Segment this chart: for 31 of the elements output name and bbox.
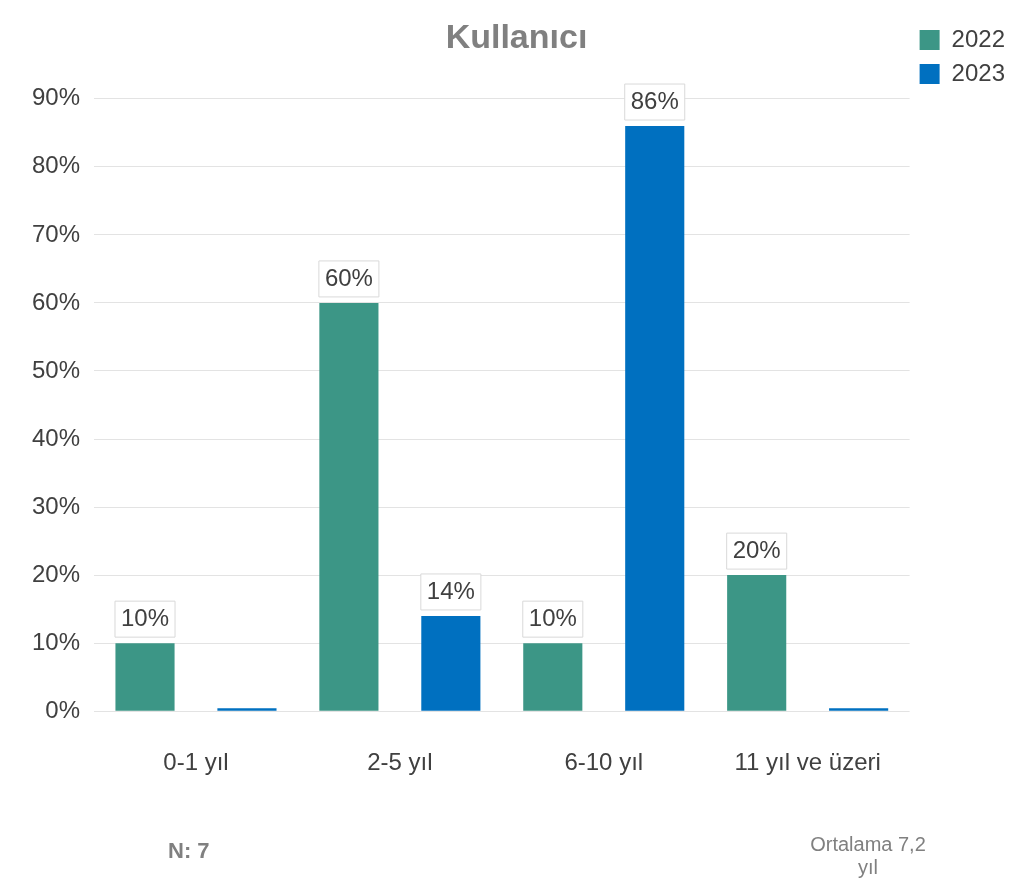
bar: [319, 302, 379, 711]
x-tick-label: 0-1 yıl: [163, 748, 229, 776]
text: Ortalama 7,2 yıl: [809, 833, 927, 879]
y-tick-label: 60%: [31, 287, 81, 315]
y-tick-label: 0%: [45, 695, 81, 723]
bar: [625, 126, 685, 711]
legend-label: 2022: [951, 24, 1005, 52]
y-tick-label: 10%: [31, 627, 81, 655]
bar: [115, 643, 175, 711]
text: N: 7: [168, 838, 210, 864]
y-tick-label: 80%: [31, 151, 81, 179]
data-label: 10%: [528, 603, 577, 631]
y-tick-label: 40%: [31, 423, 81, 451]
y-tick-label: 20%: [31, 559, 81, 587]
bar: [523, 643, 583, 711]
bar: [727, 575, 787, 711]
y-tick-label: 70%: [31, 219, 81, 247]
legend-label: 2023: [951, 58, 1005, 86]
data-label: 86%: [630, 86, 679, 114]
chart-title: Kullanıcı: [445, 16, 588, 55]
y-tick-label: 30%: [31, 491, 81, 519]
data-label: 20%: [732, 535, 781, 563]
y-tick-label: 90%: [31, 83, 81, 111]
x-tick-label: 11 yıl ve üzeri: [734, 748, 881, 776]
data-label: 10%: [120, 603, 170, 631]
x-tick-label: 2-5 yıl: [367, 748, 433, 776]
data-label: 60%: [324, 263, 373, 291]
bar: [421, 615, 481, 711]
x-tick-label: 6-10 yıl: [564, 748, 644, 776]
y-tick-label: 50%: [31, 355, 81, 383]
data-label: 14%: [426, 576, 475, 604]
